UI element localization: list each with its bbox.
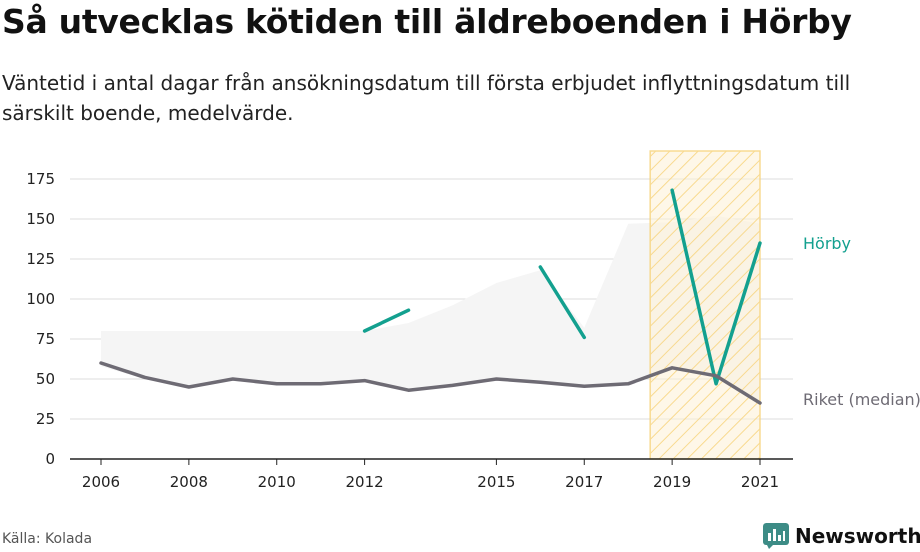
x-tick-label: 2012 [346,473,384,491]
brand-logo: Newsworthy [763,520,920,552]
x-tick-label: 2008 [170,473,208,491]
line-chart: 0 25 50 75 100 125 150 175 2006 2008 2010 2012 2015 2… [26,150,920,491]
y-tick-label: 50 [36,370,55,388]
x-tick-label: 2010 [258,473,296,491]
riket-series-label: Riket (median) [803,390,920,409]
y-tick-label: 25 [36,410,55,428]
y-tick-label: 150 [26,210,55,228]
y-tick-label: 100 [26,290,55,308]
x-tick-label: 2006 [82,473,120,491]
riket-line [99,361,762,405]
y-tick-label: 175 [26,170,55,188]
y-tick-label: 125 [26,250,55,268]
x-tick-label: 2015 [477,473,515,491]
x-tick-label: 2021 [741,473,779,491]
highlight-hatch [649,150,761,460]
source-note: Källa: Kolada [2,531,93,547]
chart-title: Så utvecklas kötiden till äldreboenden i… [2,2,852,41]
y-tick-label: 75 [36,330,55,348]
horby-line [538,265,587,340]
chart-subtitle: Väntetid i antal dagar från ansökningsda… [2,71,851,125]
horby-series-label: Hörby [803,234,851,253]
range-band [101,215,760,403]
x-tick-label: 2019 [653,473,691,491]
horby-line [670,188,762,386]
horby-line [362,308,411,333]
brand-name: Newsworthy [795,524,920,548]
newsworthy-logo-icon [763,523,789,549]
x-tick-label: 2017 [565,473,603,491]
y-tick-label: 0 [45,450,55,468]
